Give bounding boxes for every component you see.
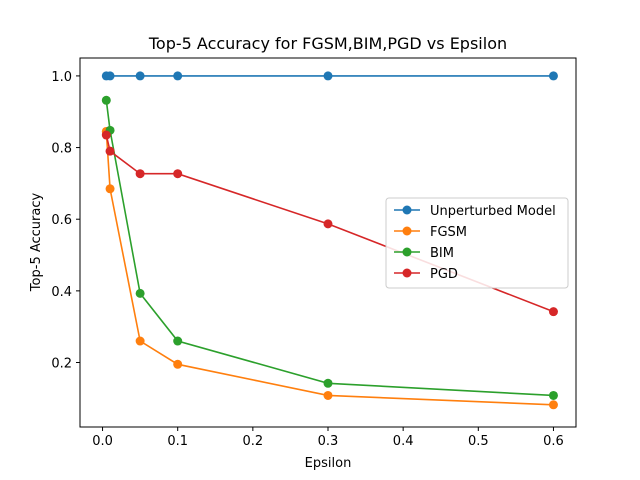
- data-point-pgd: [135, 169, 145, 179]
- data-point-bim: [101, 95, 111, 105]
- data-point-bim: [173, 336, 183, 346]
- x-tick-label: 0.6: [543, 434, 564, 449]
- x-axis: 0.0 0.1 0.2 0.3 0.4 0.5 0.6: [92, 427, 564, 449]
- legend: Unperturbed Model FGSM BIM PGD: [385, 197, 569, 289]
- y-tick-label: 0.8: [51, 142, 72, 157]
- data-point-fgsm: [323, 390, 333, 400]
- x-tick-label: 0.5: [468, 434, 489, 449]
- data-point-bim: [323, 378, 333, 388]
- data-point-pgd: [105, 146, 115, 156]
- y-axis: 0.2 0.4 0.6 0.8 1.0: [51, 70, 80, 372]
- data-point-pgd: [323, 219, 333, 229]
- legend-swatch-marker-bim: [402, 247, 412, 257]
- y-tick-label: 1.0: [51, 70, 72, 85]
- legend-label-pgd: PGD: [430, 267, 458, 282]
- legend-label-fgsm: FGSM: [430, 225, 467, 240]
- data-point-bim: [135, 288, 145, 298]
- y-tick-label: 0.6: [51, 213, 72, 228]
- y-tick-label: 0.4: [51, 285, 72, 300]
- legend-label-unperturbed-model: Unperturbed Model: [430, 204, 556, 219]
- x-tick-label: 0.0: [92, 434, 113, 449]
- legend-swatch-marker-pgd: [402, 268, 412, 278]
- legend-swatch-marker-unperturbed-model: [402, 205, 412, 215]
- data-point-unperturbed-model: [135, 71, 145, 81]
- data-point-fgsm: [135, 336, 145, 346]
- data-point-unperturbed-model: [548, 71, 558, 81]
- x-tick-label: 0.1: [167, 434, 188, 449]
- data-point-unperturbed-model: [323, 71, 333, 81]
- data-point-bim: [548, 390, 558, 400]
- x-axis-label: Epsilon: [305, 456, 352, 471]
- legend-label-bim: BIM: [430, 246, 454, 261]
- x-tick-label: 0.3: [318, 434, 339, 449]
- y-axis-label: Top-5 Accuracy: [29, 193, 44, 293]
- data-point-fgsm: [173, 359, 183, 369]
- y-tick-label: 0.2: [51, 357, 72, 372]
- data-point-unperturbed-model: [173, 71, 183, 81]
- data-point-unperturbed-model: [105, 71, 115, 81]
- x-tick-label: 0.4: [393, 434, 414, 449]
- data-point-pgd: [548, 307, 558, 317]
- legend-swatch-marker-fgsm: [402, 226, 412, 236]
- series-layer: [101, 71, 558, 410]
- data-point-fgsm: [105, 184, 115, 194]
- data-point-fgsm: [548, 400, 558, 410]
- series-line-bim: [105, 100, 554, 397]
- data-point-pgd: [173, 169, 183, 179]
- data-point-pgd: [101, 130, 111, 140]
- x-tick-label: 0.2: [243, 434, 264, 449]
- series-line-fgsm: [105, 131, 554, 406]
- chart-title: Top-5 Accuracy for FGSM,BIM,PGD vs Epsil…: [148, 34, 507, 53]
- legend-box: [385, 197, 569, 289]
